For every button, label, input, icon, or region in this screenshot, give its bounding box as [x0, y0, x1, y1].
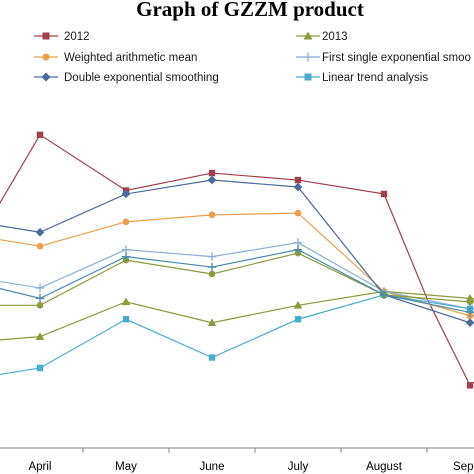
plot-area [0, 131, 474, 389]
x-tick-label-may: May [115, 461, 137, 473]
data-point [208, 270, 216, 278]
series-line [0, 252, 474, 306]
data-point [294, 176, 302, 184]
legend-label-double-exponential-smoothing: Double exponential smoothing [64, 72, 219, 84]
data-point [207, 318, 217, 327]
data-point [121, 189, 131, 199]
data-point [294, 209, 302, 217]
legend-item-first-single-exponential-smoo: First single exponential smoo [296, 52, 471, 64]
data-point [293, 301, 303, 309]
data-point [36, 131, 44, 138]
series-unlabeled-6 [0, 249, 474, 309]
legend-marker-first-single-exponential-smoo [303, 52, 313, 62]
legend-item-2013: 2013 [296, 31, 348, 43]
x-tick-label-july: July [288, 461, 309, 473]
series-first-single-exponential-smoothing [0, 238, 474, 314]
legend-marker-double-exponential-smoothing [41, 72, 51, 82]
data-point [207, 252, 217, 261]
x-tick-label-septer: Septer [453, 461, 474, 473]
data-point [36, 242, 44, 250]
data-point [35, 294, 45, 303]
data-point [379, 290, 389, 300]
legend-label-2013: 2013 [322, 31, 348, 43]
data-point [293, 245, 303, 254]
data-point [207, 262, 217, 272]
legend-label-2012: 2012 [64, 31, 90, 43]
series-line [0, 294, 474, 376]
data-point [208, 354, 216, 361]
data-point [35, 283, 45, 293]
data-point [35, 227, 45, 237]
data-point [36, 302, 44, 309]
data-point [121, 252, 131, 261]
data-point [294, 316, 302, 323]
data-point [466, 298, 474, 306]
series-line [0, 242, 474, 310]
legend-item-double-exponential-smoothing: Double exponential smoothing [34, 72, 219, 84]
series-double-exponential-smoothing [0, 175, 474, 328]
legend-marker-2013 [303, 31, 313, 40]
chart-title: Graph of GZZM product [136, 0, 364, 21]
legend-marker-weighted-arithmetic-mean [42, 53, 50, 61]
data-point [121, 297, 131, 306]
data-point [122, 316, 130, 323]
data-point [207, 175, 217, 185]
data-point [465, 307, 474, 317]
series-weighted-arithmetic-mean [0, 209, 474, 320]
legend-marker-linear-trend-analysis [304, 73, 312, 81]
series-line [0, 212, 474, 317]
data-point [122, 218, 130, 226]
data-point [465, 318, 474, 328]
x-axis: April May June July August Septer [0, 447, 474, 473]
data-point [35, 332, 45, 340]
data-point [208, 169, 216, 177]
legend-label-linear-trend-analysis: Linear trend analysis [322, 72, 428, 84]
data-point [466, 382, 474, 389]
data-point [380, 190, 388, 198]
series-line [0, 249, 474, 314]
legend-item-weighted-arithmetic-mean: Weighted arithmetic mean [34, 52, 197, 64]
x-tick-label-april: April [28, 461, 51, 473]
legend-item-2012: 2012 [34, 31, 90, 43]
data-point [208, 211, 216, 219]
legend-label-first-single-exponential-smoo: First single exponential smoo [322, 52, 471, 64]
series-unlabeled-7 [0, 245, 474, 317]
legend-item-linear-trend-analysis: Linear trend analysis [296, 72, 428, 84]
series-line [0, 133, 474, 387]
data-point [36, 364, 44, 372]
legend-label-weighted-arithmetic-mean: Weighted arithmetic mean [64, 52, 197, 64]
x-tick-label-august: August [366, 461, 403, 473]
legend-marker-2012 [42, 32, 50, 40]
series-line [0, 179, 474, 324]
x-tick-label-june: June [200, 461, 225, 473]
legend: 2012 2013 Weighted arithmetic mean First si… [34, 31, 471, 84]
data-point [293, 182, 303, 192]
series-line [0, 290, 474, 341]
series-linear-trend-analysis [0, 291, 474, 376]
